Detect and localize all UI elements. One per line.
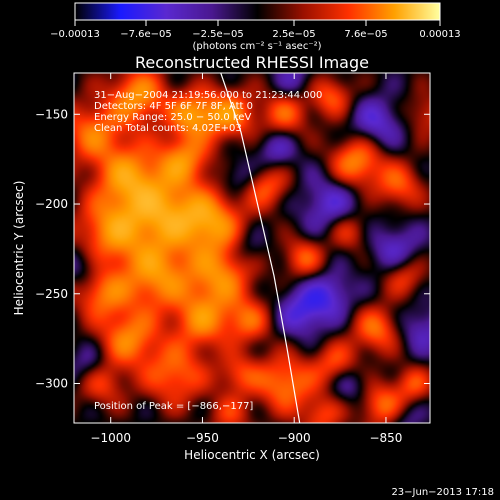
colorbar-tick-label: −0.00013 bbox=[50, 29, 100, 40]
y-tick-label: −300 bbox=[35, 377, 68, 391]
annotation-energy: Energy Range: 25.0 − 50.0 keV bbox=[94, 112, 251, 123]
axis-ticks: −1000 −950 −900 −850 −300 −250 −200 −150 bbox=[35, 73, 430, 445]
x-tick-label: −900 bbox=[278, 431, 311, 445]
y-axis-label: Heliocentric Y (arcsec) bbox=[12, 181, 26, 316]
annotation-peak: Position of Peak = [−866,−177] bbox=[94, 401, 253, 412]
plot-frame bbox=[73, 72, 431, 424]
colorbar: −0.00013 −7.6e−05 −2.5e−05 2.5e−05 7.6e−05 0.… bbox=[50, 2, 461, 52]
colorbar-tick-label: 0.00013 bbox=[419, 29, 460, 40]
x-tick-label: −950 bbox=[186, 431, 219, 445]
footer-date: 23−Jun−2013 17:18 bbox=[391, 487, 494, 498]
colorbar-unit-label: (photons cm⁻² s⁻¹ asec⁻²) bbox=[192, 41, 321, 52]
annotation-time: 31−Aug−2004 21:19:56.000 to 21:23:44.000 bbox=[94, 90, 322, 101]
heatmap-image bbox=[74, 73, 430, 423]
colorbar-bar bbox=[74, 2, 441, 21]
x-tick-label: −850 bbox=[369, 431, 402, 445]
colorbar-tick-label: 2.5e−05 bbox=[272, 29, 315, 40]
info-annotations: 31−Aug−2004 21:19:56.000 to 21:23:44.000… bbox=[94, 90, 322, 412]
plot-area: −1000 −950 −900 −850 −300 −250 −200 −150 bbox=[35, 72, 431, 445]
chart-title: Reconstructed RHESSI Image bbox=[135, 53, 369, 72]
annotation-method: Clean Total counts: 4.02E+03 bbox=[94, 123, 242, 134]
solar-limb-line bbox=[220, 73, 301, 423]
x-axis-label: Heliocentric X (arcsec) bbox=[184, 448, 320, 462]
colorbar-tick-label: 7.6e−05 bbox=[344, 29, 387, 40]
y-tick-label: −150 bbox=[35, 107, 68, 121]
x-tick-label: −1000 bbox=[90, 431, 131, 445]
colorbar-tick-label: −7.6e−05 bbox=[120, 29, 172, 40]
y-tick-label: −200 bbox=[35, 197, 68, 211]
colorbar-ticks: −0.00013 −7.6e−05 −2.5e−05 2.5e−05 7.6e−05 0.… bbox=[50, 20, 461, 40]
annotation-detectors: Detectors: 4F 5F 6F 7F 8F, Att 0 bbox=[94, 101, 253, 112]
colorbar-tick-label: −2.5e−05 bbox=[192, 29, 244, 40]
y-tick-label: −250 bbox=[35, 287, 68, 301]
